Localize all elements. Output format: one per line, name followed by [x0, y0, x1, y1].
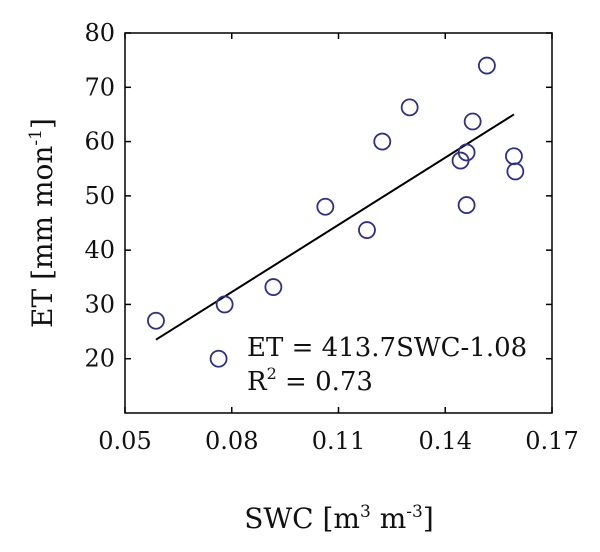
- x-axis-label-superscript-1: 3: [360, 502, 371, 522]
- x-axis-label-superscript-2: -3: [406, 502, 423, 522]
- x-tick-label: 0.14: [419, 427, 472, 455]
- data-point: [505, 147, 523, 166]
- data-point: [506, 162, 525, 181]
- data-point: [463, 112, 482, 131]
- y-axis-label: ET [mm mon-1]: [26, 118, 59, 328]
- y-tick-label: 20: [84, 345, 115, 373]
- y-tick-label: 50: [84, 182, 115, 210]
- y-tick-label: 80: [84, 19, 115, 47]
- y-tick-label: 70: [84, 73, 115, 101]
- y-axis-label-superscript: -1: [26, 129, 46, 146]
- regression-equation: ET = 413.7SWC-1.08: [247, 333, 527, 363]
- data-point: [457, 196, 476, 214]
- data-point: [209, 349, 228, 368]
- x-axis-label: SWC [m3 m-3]: [244, 502, 434, 535]
- data-point: [147, 311, 165, 330]
- data-point: [400, 98, 419, 117]
- data-point: [316, 197, 335, 216]
- data-point: [457, 143, 476, 162]
- data-point: [264, 278, 283, 296]
- y-tick-label: 30: [84, 290, 115, 318]
- r-squared-label: R2 = 0.73: [247, 364, 373, 397]
- x-tick-label: 0.08: [205, 427, 258, 455]
- data-point: [477, 56, 496, 75]
- x-tick-label: 0.11: [312, 427, 365, 455]
- data-point: [358, 221, 376, 239]
- y-tick-label: 60: [84, 128, 115, 156]
- data-point: [215, 295, 234, 314]
- y-tick-label: 40: [84, 236, 115, 264]
- data-point: [373, 132, 392, 151]
- regression-line: [155, 113, 515, 341]
- x-tick-label: 0.17: [525, 427, 578, 455]
- x-tick-label: 0.05: [98, 427, 151, 455]
